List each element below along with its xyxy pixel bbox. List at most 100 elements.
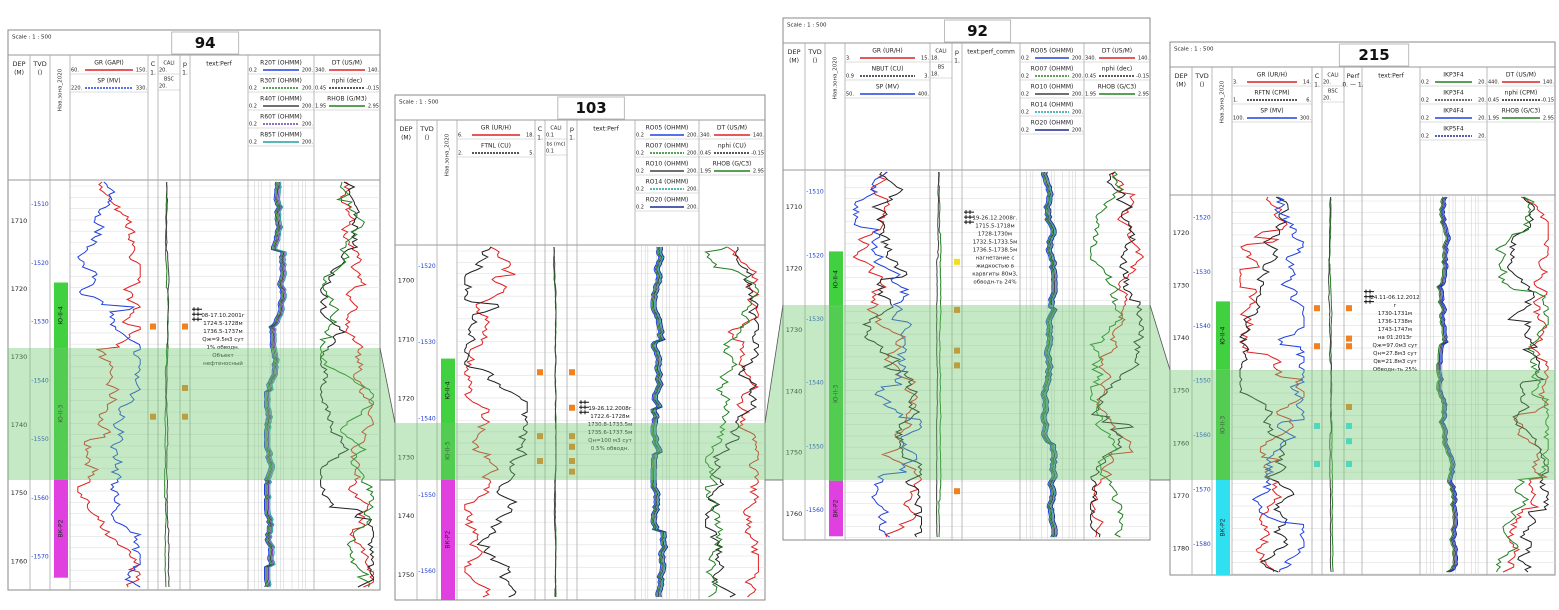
curve-min: 18. bbox=[931, 72, 939, 78]
curve-max: 18. bbox=[526, 133, 534, 139]
curve-name: CALI bbox=[935, 49, 946, 55]
perf-mark bbox=[1314, 423, 1320, 429]
title-box bbox=[943, 19, 1012, 43]
md-label: 1710 bbox=[11, 217, 28, 225]
tvd-label: -1530 bbox=[31, 319, 49, 326]
curve-name: BSC bbox=[1328, 89, 1339, 95]
md-label: 1740 bbox=[786, 387, 803, 395]
curve-max: 200. bbox=[1072, 56, 1084, 62]
log-curve bbox=[1090, 171, 1145, 538]
zone-label: Ю-II-3 bbox=[833, 385, 840, 403]
perf-symbol bbox=[964, 220, 974, 225]
zone-box bbox=[1216, 301, 1230, 370]
scale-label: Scale : 1 : 500 bbox=[1174, 47, 1214, 53]
curve-max: 200. bbox=[1072, 92, 1084, 98]
tvd-label: -1550 bbox=[1193, 378, 1211, 385]
md-label: 1720 bbox=[398, 394, 415, 402]
zone-box bbox=[829, 251, 843, 307]
md-label: 1710 bbox=[786, 203, 803, 211]
curve-name: R20T (OHMM) bbox=[260, 60, 302, 67]
md-label: 1760 bbox=[786, 510, 803, 518]
perf-mark bbox=[182, 385, 188, 391]
curve-max: 200. bbox=[687, 169, 699, 175]
curve-name: nphi (dec) bbox=[332, 78, 362, 85]
log-curve bbox=[1437, 196, 1456, 573]
curve-min: 2. bbox=[458, 151, 463, 157]
track-unit: 1. bbox=[537, 135, 543, 142]
tvd-label: -1550 bbox=[31, 436, 49, 443]
perf-mark bbox=[1314, 343, 1320, 350]
perf-text: 1724.5-1728м bbox=[203, 321, 242, 327]
curve-min: 340. bbox=[1085, 56, 1097, 62]
curve-max: 200. bbox=[687, 133, 699, 139]
curve-min: 0.2 bbox=[1421, 80, 1429, 86]
perf-mark bbox=[954, 362, 960, 369]
perf-text: 1736-1738м bbox=[1378, 319, 1412, 325]
curve-name: BS bbox=[938, 65, 945, 71]
curve-name: RO14 (OHMM) bbox=[646, 179, 689, 186]
tvd-label: -1570 bbox=[31, 554, 49, 561]
zone-label: Ю-II-4 bbox=[1220, 326, 1227, 344]
tvd-label: -1520 bbox=[806, 252, 824, 259]
track-header: DEP bbox=[1174, 72, 1187, 80]
md-label: 1700 bbox=[398, 277, 415, 285]
log-curve bbox=[1089, 171, 1124, 538]
zone-box bbox=[54, 348, 68, 480]
curve-max: -0.15 bbox=[366, 86, 379, 92]
perf-text: г bbox=[1394, 303, 1397, 309]
log-curve bbox=[77, 181, 142, 588]
curve-min: 0.2 bbox=[249, 68, 257, 74]
track-header: DEP bbox=[787, 48, 800, 56]
log-curve bbox=[319, 181, 375, 588]
curve-name: DT (US/M) bbox=[717, 125, 747, 132]
track-header: C bbox=[151, 60, 156, 68]
curve-min: 340. bbox=[315, 68, 327, 74]
log-curve bbox=[1251, 196, 1306, 573]
curve-name: RO20 (OHMM) bbox=[646, 197, 689, 204]
zone-box bbox=[441, 422, 455, 480]
curve-min: 0.2 bbox=[1021, 92, 1029, 98]
well-panel: Scale : 1 : 500 92 DEP (M) 1710 1720 1730 1740 1… bbox=[782, 17, 1151, 541]
perf-mark bbox=[954, 347, 960, 354]
md-label: 1740 bbox=[398, 512, 415, 520]
track-unit: 1. bbox=[1314, 82, 1320, 89]
perf-text: 1728-1730м bbox=[978, 232, 1012, 238]
log-curve bbox=[655, 246, 669, 598]
curve-min: 340. bbox=[700, 133, 712, 139]
track-header: p bbox=[570, 125, 574, 133]
log-curve bbox=[1506, 196, 1550, 573]
zone-box bbox=[54, 282, 68, 349]
tvd-label: -1550 bbox=[806, 443, 824, 450]
perf-mark bbox=[569, 443, 575, 450]
log-curve bbox=[268, 181, 286, 588]
curve-name: RFTN (CPM) bbox=[1254, 90, 1289, 97]
curve-name: RO10 (OHMM) bbox=[646, 161, 689, 168]
curve-name: bs (mc) bbox=[547, 142, 566, 148]
curve-min: 0.2 bbox=[1021, 128, 1029, 134]
curve-max: 140. bbox=[1543, 80, 1555, 86]
perf-mark bbox=[569, 468, 575, 475]
tvd-label: -1560 bbox=[806, 507, 824, 514]
curve-name: RO10 (OHMM) bbox=[1031, 84, 1074, 91]
perf-mark bbox=[1346, 305, 1352, 312]
curve-min: 0.2 bbox=[249, 86, 257, 92]
curve-max: 3. bbox=[924, 74, 929, 80]
curve-name: SP (MV) bbox=[97, 78, 120, 85]
perf-mark bbox=[150, 323, 156, 330]
perf-mark bbox=[537, 433, 543, 440]
log-curve bbox=[340, 181, 374, 588]
scale-label: Scale : 1 : 500 bbox=[787, 23, 827, 29]
tvd-label: -1560 bbox=[31, 495, 49, 502]
curve-min: 0.45 bbox=[1488, 98, 1499, 104]
perf-mark bbox=[954, 306, 960, 313]
perf-mark bbox=[1346, 343, 1352, 350]
scale-label: Scale : 1 : 500 bbox=[399, 100, 439, 106]
track-header: text:perf_comm bbox=[967, 49, 1015, 56]
tvd-label: -1510 bbox=[31, 201, 49, 208]
zone-box bbox=[54, 479, 68, 578]
curve-min: 0.2 bbox=[249, 122, 257, 128]
curve-min: 0.45 bbox=[315, 86, 326, 92]
zone-box bbox=[441, 358, 455, 423]
tvd-label: -1550 bbox=[418, 492, 436, 499]
perf-text: 19-26.12.2008г bbox=[588, 406, 631, 412]
